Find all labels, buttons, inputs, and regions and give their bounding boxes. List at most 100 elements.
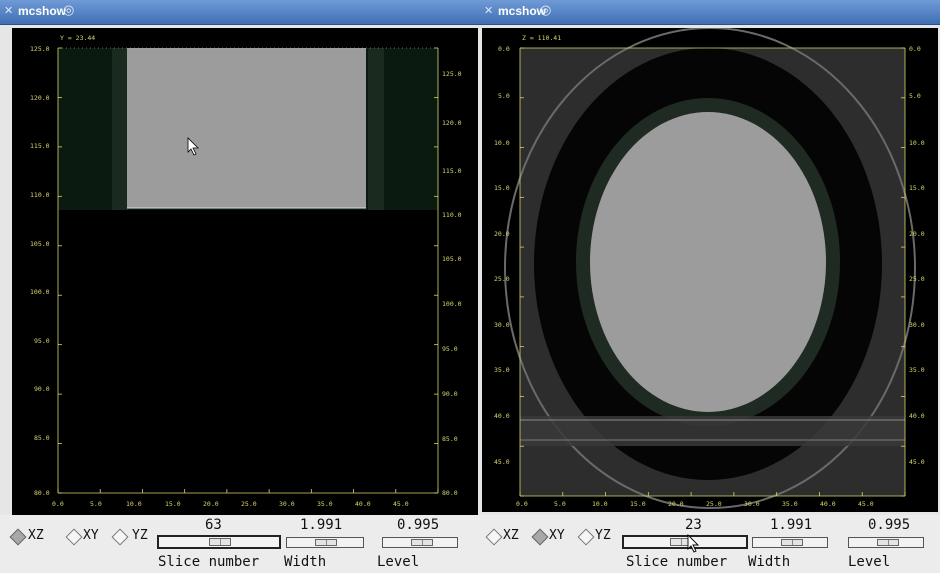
left-image-view[interactable]: Y = 23.44 125.0 120.0 115.0 110.0 105.0 … — [12, 28, 478, 515]
mouse-pointer-icon — [187, 137, 199, 156]
level-slider[interactable] — [848, 537, 924, 548]
window-menu-icon[interactable]: ✕ — [4, 4, 14, 17]
y-tick-label: 0.0 — [909, 45, 921, 53]
y-tick-label: 30.0 — [494, 321, 510, 329]
left-titlebar[interactable]: ✕ mcshow ◎ — [0, 0, 480, 25]
radio-yz[interactable]: YZ — [576, 528, 622, 546]
slider-thumb[interactable] — [315, 539, 337, 546]
y-tick-label: 10.0 — [494, 139, 510, 147]
radio-xz[interactable]: XZ — [6, 528, 56, 546]
right-window: ✕ mcshow ◎ — [480, 0, 940, 573]
x-tick-label: 25.0 — [706, 500, 722, 508]
mouse-pointer-icon — [687, 533, 700, 553]
y-tick-label: 125.0 — [30, 45, 50, 53]
y-tick-label: 105.0 — [442, 255, 462, 263]
right-image-view[interactable]: Z = 110.41 0.0 5.0 10.0 15.0 20.0 25.0 3… — [482, 28, 938, 512]
x-tick-label: 20.0 — [203, 500, 219, 508]
radio-xy[interactable]: XY — [530, 528, 576, 546]
level-slider[interactable] — [382, 537, 458, 548]
right-y-ticks-right: 0.0 5.0 10.0 15.0 20.0 25.0 30.0 35.0 40… — [909, 45, 925, 466]
y-tick-label: 45.0 — [494, 458, 510, 466]
slider-thumb[interactable] — [209, 538, 231, 546]
x-tick-label: 35.0 — [317, 500, 333, 508]
x-tick-label: 40.0 — [355, 500, 371, 508]
left-controls: XZ XY YZ 63 1.991 0.995 Slice number Wid… — [0, 515, 480, 573]
right-titlebar[interactable]: ✕ mcshow ◎ — [480, 0, 940, 25]
right-x-ticks: 0.0 5.0 10.0 15.0 20.0 25.0 30.0 35.0 40… — [516, 500, 874, 508]
radio-xz[interactable]: XZ — [484, 528, 530, 546]
x-tick-label: 10.0 — [126, 500, 142, 508]
y-tick-label: 110.0 — [30, 191, 50, 199]
slider-thumb[interactable] — [877, 539, 899, 546]
width-value: 1.991 — [300, 517, 343, 533]
radio-diamond-icon — [485, 528, 503, 546]
left-edge-band — [112, 48, 128, 210]
x-tick-label: 30.0 — [279, 500, 295, 508]
left-phantom-rect — [127, 48, 366, 208]
slice-number-slider[interactable] — [157, 535, 281, 549]
width-slider[interactable] — [752, 537, 828, 548]
y-tick-label: 10.0 — [909, 139, 925, 147]
x-tick-label: 10.0 — [592, 500, 608, 508]
right-coord-label: Z = 110.41 — [522, 34, 561, 42]
x-tick-label: 30.0 — [744, 500, 760, 508]
x-tick-label: 35.0 — [782, 500, 798, 508]
right-window-title: mcshow — [498, 4, 547, 18]
y-tick-label: 25.0 — [909, 275, 925, 283]
width-slider[interactable] — [286, 537, 364, 548]
y-tick-label: 85.0 — [34, 434, 50, 442]
radio-xy[interactable]: XY — [64, 528, 110, 546]
x-tick-label: 15.0 — [630, 500, 646, 508]
y-tick-label: 90.0 — [442, 390, 458, 398]
x-tick-label: 5.0 — [554, 500, 566, 508]
slider-thumb[interactable] — [411, 539, 433, 546]
window-menu-icon[interactable]: ✕ — [484, 4, 494, 17]
y-tick-label: 0.0 — [498, 45, 510, 53]
slice-number-label: Slice number — [158, 554, 260, 570]
y-tick-label: 15.0 — [494, 184, 510, 192]
left-axes — [57, 47, 439, 494]
radio-diamond-icon — [111, 528, 129, 546]
width-value: 1.991 — [770, 517, 813, 533]
left-x-ticks: 0.0 5.0 10.0 15.0 20.0 25.0 30.0 35.0 40… — [52, 500, 409, 508]
radio-yz[interactable]: YZ — [110, 528, 160, 546]
slice-number-value: 23 — [685, 517, 702, 533]
y-tick-label: 5.0 — [909, 92, 921, 100]
right-controls: XZ XY YZ 23 1.991 0.995 Slice number Wid… — [480, 515, 940, 573]
left-y-ticks-right: 125.0 120.0 115.0 110.0 105.0 100.0 95.0… — [442, 70, 462, 497]
x-tick-label: 15.0 — [165, 500, 181, 508]
y-tick-label: 120.0 — [30, 94, 50, 102]
right-y-ticks: 0.0 5.0 10.0 15.0 20.0 25.0 30.0 35.0 40… — [494, 45, 510, 466]
window-gfx-icon: ◎ — [63, 3, 75, 18]
y-tick-label: 120.0 — [442, 119, 462, 127]
y-tick-label: 90.0 — [34, 385, 50, 393]
left-window-title: mcshow — [18, 4, 67, 18]
x-tick-label: 5.0 — [90, 500, 102, 508]
radio-diamond-icon — [531, 528, 549, 546]
level-value: 0.995 — [868, 517, 911, 533]
y-tick-label: 35.0 — [909, 366, 925, 374]
slider-thumb[interactable] — [781, 539, 803, 546]
y-tick-label: 80.0 — [34, 489, 50, 497]
y-tick-label: 95.0 — [34, 337, 50, 345]
y-tick-label: 115.0 — [30, 142, 50, 150]
y-tick-label: 40.0 — [909, 412, 925, 420]
slice-number-slider[interactable] — [622, 535, 748, 549]
left-plot-svg[interactable]: Y = 23.44 125.0 120.0 115.0 110.0 105.0 … — [12, 28, 478, 515]
left-y-ticks: 125.0 120.0 115.0 110.0 105.0 100.0 95.0… — [30, 45, 50, 497]
right-phantom-ellipse — [590, 112, 826, 412]
right-plot-svg[interactable]: Z = 110.41 0.0 5.0 10.0 15.0 20.0 25.0 3… — [482, 28, 938, 512]
level-label: Level — [848, 554, 891, 570]
level-label: Level — [377, 554, 420, 570]
slice-number-value: 63 — [205, 517, 222, 533]
y-tick-label: 125.0 — [442, 70, 462, 78]
x-tick-label: 20.0 — [668, 500, 684, 508]
y-tick-label: 115.0 — [442, 167, 462, 175]
left-edge-band — [368, 48, 384, 210]
y-tick-label: 30.0 — [909, 321, 925, 329]
left-window: ✕ mcshow ◎ Y = 23.44 125.0 120.0 115. — [0, 0, 480, 573]
level-value: 0.995 — [397, 517, 440, 533]
x-tick-label: 40.0 — [820, 500, 836, 508]
y-tick-label: 35.0 — [494, 366, 510, 374]
right-axes — [519, 47, 906, 497]
